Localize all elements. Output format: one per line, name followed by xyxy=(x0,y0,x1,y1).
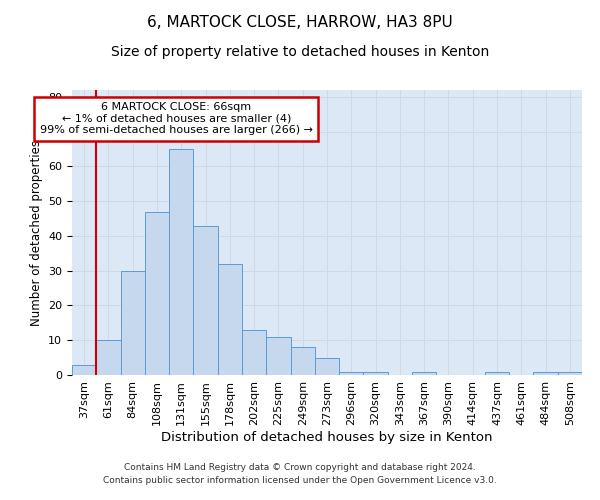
Bar xyxy=(242,330,266,375)
Bar xyxy=(558,372,582,375)
Bar xyxy=(218,264,242,375)
Bar xyxy=(266,337,290,375)
Bar xyxy=(364,372,388,375)
Bar xyxy=(96,340,121,375)
Bar xyxy=(121,270,145,375)
Text: Contains HM Land Registry data © Crown copyright and database right 2024.
Contai: Contains HM Land Registry data © Crown c… xyxy=(103,464,497,485)
Bar xyxy=(533,372,558,375)
Bar xyxy=(145,212,169,375)
Bar xyxy=(339,372,364,375)
X-axis label: Distribution of detached houses by size in Kenton: Distribution of detached houses by size … xyxy=(161,430,493,444)
Text: Size of property relative to detached houses in Kenton: Size of property relative to detached ho… xyxy=(111,45,489,59)
Bar xyxy=(290,347,315,375)
Bar xyxy=(72,364,96,375)
Bar xyxy=(169,149,193,375)
Bar xyxy=(485,372,509,375)
Bar xyxy=(193,226,218,375)
Text: 6 MARTOCK CLOSE: 66sqm
← 1% of detached houses are smaller (4)
99% of semi-detac: 6 MARTOCK CLOSE: 66sqm ← 1% of detached … xyxy=(40,102,313,136)
Bar xyxy=(412,372,436,375)
Bar xyxy=(315,358,339,375)
Y-axis label: Number of detached properties: Number of detached properties xyxy=(29,140,43,326)
Text: 6, MARTOCK CLOSE, HARROW, HA3 8PU: 6, MARTOCK CLOSE, HARROW, HA3 8PU xyxy=(147,15,453,30)
